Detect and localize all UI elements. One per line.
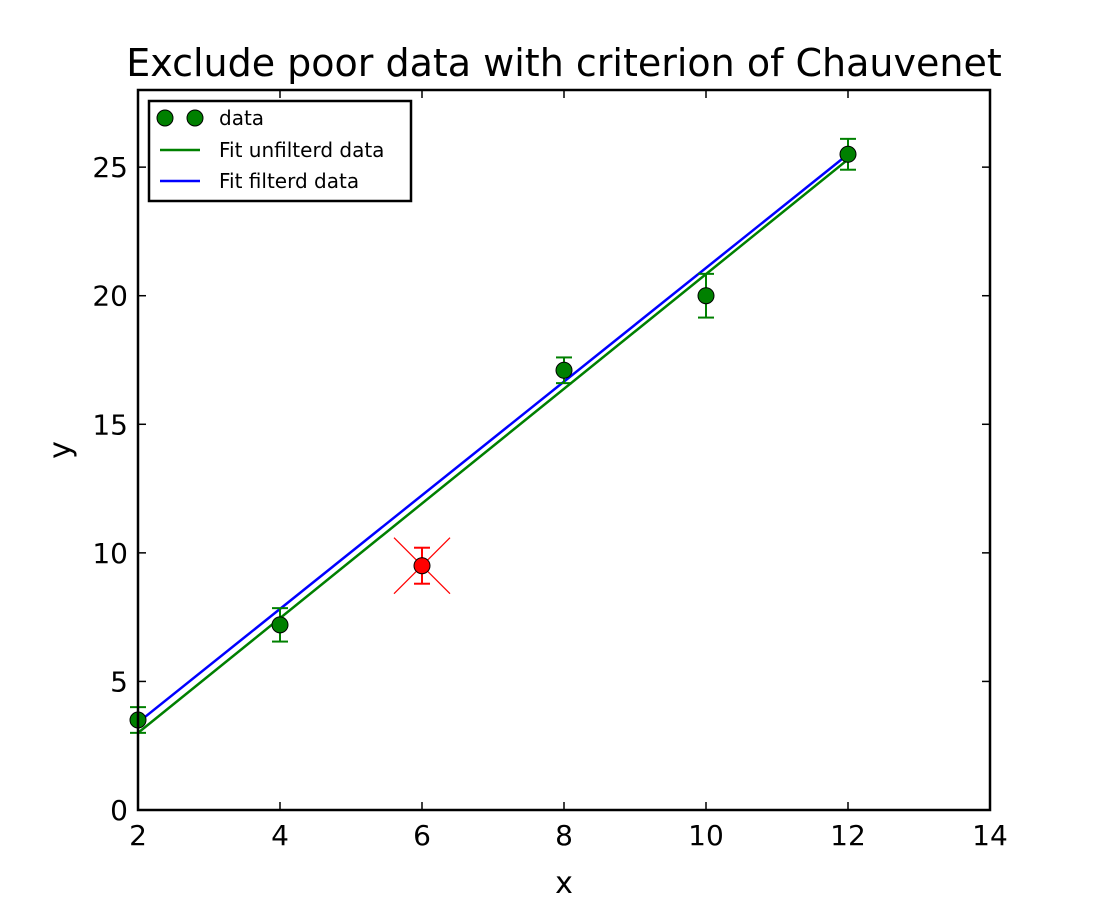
fit-lines xyxy=(137,153,849,734)
fit-line-1 xyxy=(137,158,849,734)
data-point-4 xyxy=(697,287,715,305)
legend-marker-data-2 xyxy=(186,109,204,127)
chart-title: Exclude poor data with criterion of Chau… xyxy=(126,41,1002,85)
x-tick-label-6: 6 xyxy=(413,819,431,852)
data-point-2 xyxy=(413,557,431,575)
legend-label-unfiltered: Fit unfilterd data xyxy=(219,138,384,162)
data-point-3 xyxy=(555,361,573,379)
x-tick-label-12: 12 xyxy=(830,819,866,852)
data-point-5 xyxy=(839,145,857,163)
y-tick-label-10: 10 xyxy=(92,537,128,570)
y-axis-label: y xyxy=(43,441,78,459)
plot-frame xyxy=(136,88,992,812)
legend-label-filtered: Fit filterd data xyxy=(219,169,359,193)
x-tick-label-10: 10 xyxy=(688,819,724,852)
y-tick-label-0: 0 xyxy=(110,794,128,827)
legend: data Fit unfilterd data Fit filterd data xyxy=(147,99,413,203)
x-tick-label-14: 14 xyxy=(972,819,1008,852)
y-tick-label-25: 25 xyxy=(92,151,128,184)
x-tick-label-8: 8 xyxy=(555,819,573,852)
x-tick-label-4: 4 xyxy=(271,819,289,852)
legend-marker-data-1 xyxy=(156,109,174,127)
data-point-1 xyxy=(271,616,289,634)
x-tick-label-2: 2 xyxy=(129,819,147,852)
x-axis-label: x xyxy=(555,866,573,900)
y-tick-label-5: 5 xyxy=(110,665,128,698)
y-tick-label-15: 15 xyxy=(92,408,128,441)
points-layer xyxy=(129,137,857,734)
y-tick-label-20: 20 xyxy=(92,280,128,313)
ticks-layer: 2 4 6 8 10 12 14 0 5 10 15 20 25 xyxy=(92,90,1008,852)
fit-line-2 xyxy=(137,153,849,724)
legend-label-data: data xyxy=(219,106,264,130)
